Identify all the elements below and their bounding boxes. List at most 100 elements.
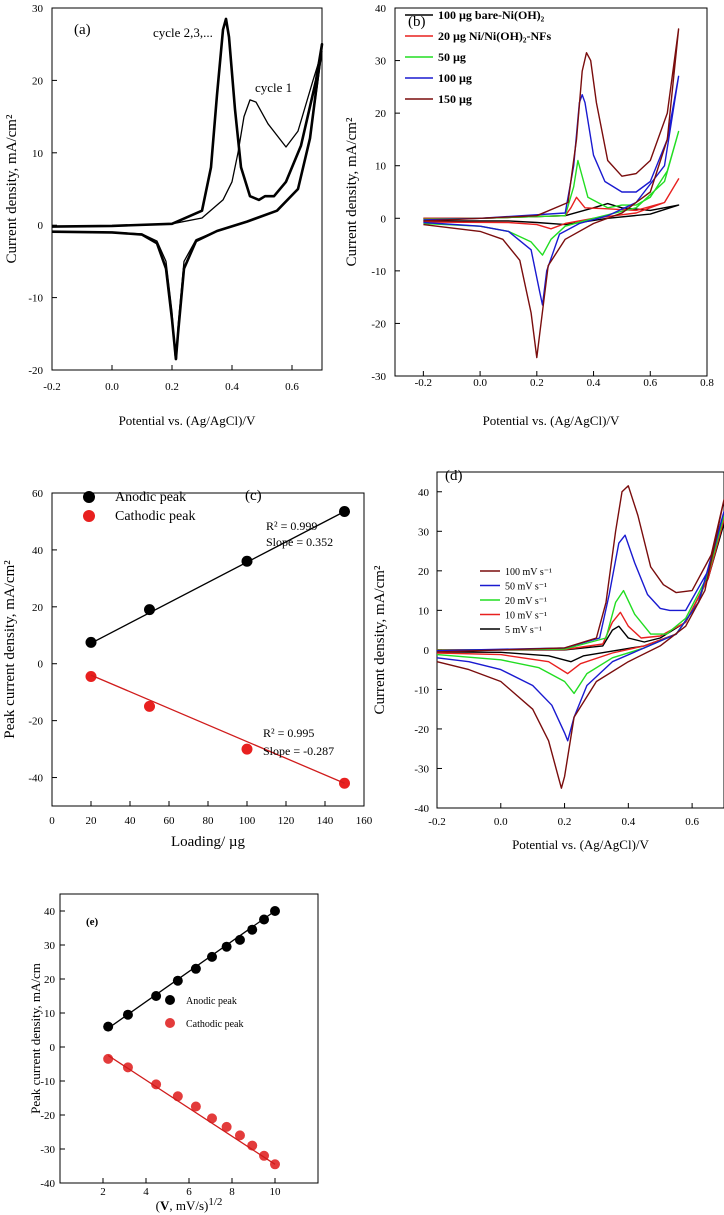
x-tick-label: 0.6 <box>643 377 657 389</box>
x-tick-label: 2 <box>100 1186 106 1198</box>
x-tick-label: -0.2 <box>415 377 432 389</box>
panel-a: -0.2 0.0 0.2 0.4 0.6 -20 -10 0 10 20 30 Potential v… <box>4 3 324 428</box>
legend-label: Cathodic peak <box>115 509 195 524</box>
series-line-3 <box>423 75 680 306</box>
legend-marker <box>83 510 95 522</box>
y-tick-label: 30 <box>418 526 430 538</box>
y-tick-label: 0 <box>381 213 387 225</box>
x-tick-label: 0.4 <box>225 381 239 393</box>
y-tick-label: -30 <box>40 1144 55 1156</box>
data-point <box>247 924 258 935</box>
y-tick-label: 10 <box>375 161 387 173</box>
fit-line-0 <box>90 510 345 644</box>
panel-label: (a) <box>74 22 91 38</box>
panel-label: (c) <box>245 488 262 504</box>
legend-marker <box>165 1018 175 1028</box>
x-tick-label: 10 <box>270 1186 282 1198</box>
y-tick-label: 60 <box>32 488 44 500</box>
series-line-1 <box>51 17 324 361</box>
y-tick-label: -40 <box>40 1178 55 1190</box>
y-tick-label: -10 <box>371 266 386 278</box>
x-tick-label: 0.0 <box>473 377 487 389</box>
panel-d: -0.2 0.0 0.2 0.4 0.6 -40 -30 -20 -10 0 10 20 30 40 Pot… <box>372 468 724 852</box>
data-point <box>241 555 253 567</box>
x-tick-label: 80 <box>203 815 215 827</box>
x-axis-label: (V, mV/s)1/2 <box>156 1196 223 1213</box>
data-point <box>221 1121 232 1132</box>
x-axis-label: Potential vs. (Ag/AgCl)/V <box>483 413 620 428</box>
y-tick-label: 0 <box>38 659 44 671</box>
x-tick-label: 100 <box>239 815 256 827</box>
y-tick-label: 40 <box>418 487 430 499</box>
series-line-1 <box>423 178 680 230</box>
annotation: cycle 1 <box>255 80 292 95</box>
y-axis-label: Current density, mA/cm² <box>4 114 20 263</box>
data-point <box>241 743 253 755</box>
plot-frame <box>394 7 708 377</box>
y-axis-label: Current density, mA/cm² <box>372 565 388 714</box>
data-point <box>85 636 97 648</box>
y-axis-label: Current density, mA/cm² <box>344 117 360 266</box>
x-tick-label: 120 <box>278 815 295 827</box>
x-axis-label: Loading/ µg <box>171 834 246 850</box>
x-tick-label: -0.2 <box>428 816 445 828</box>
y-tick-label: -40 <box>414 803 429 815</box>
x-tick-label: 160 <box>356 815 373 827</box>
x-tick-label: 0.0 <box>105 381 119 393</box>
fit-line-1 <box>90 674 345 784</box>
y-tick-label: 40 <box>32 545 44 557</box>
data-point <box>190 1101 201 1112</box>
data-point <box>172 1091 183 1102</box>
data-point <box>103 1021 114 1032</box>
y-tick-label: -20 <box>28 716 43 728</box>
y-tick-label: 40 <box>44 906 56 918</box>
legend-label: 10 mV s⁻¹ <box>505 611 547 622</box>
y-tick-label: -40 <box>28 773 43 785</box>
data-point <box>234 1130 245 1141</box>
y-tick-label: 20 <box>418 566 430 578</box>
x-tick-label: 0.8 <box>700 377 714 389</box>
y-tick-label: -10 <box>28 293 43 305</box>
legend-label: 100 µg <box>438 71 472 85</box>
x-tick-label: 4 <box>143 1186 149 1198</box>
x-tick-label: 8 <box>229 1186 235 1198</box>
data-point <box>144 700 155 712</box>
data-point <box>207 1113 218 1124</box>
y-tick-label: -20 <box>414 724 429 736</box>
x-tick-label: 0.4 <box>621 816 635 828</box>
y-tick-label: -30 <box>414 763 429 775</box>
series-line-1 <box>436 518 724 675</box>
y-axis-label: Peak current density, mA/cm² <box>2 560 18 739</box>
y-axis-label: Peak current density, mA/cm <box>28 963 43 1114</box>
y-tick-label: -20 <box>371 318 386 330</box>
legend-label: 5 mV s⁻¹ <box>505 625 542 636</box>
x-axis-label: Potential vs. (Ag/AgCl)/V <box>119 413 256 428</box>
legend-label: 50 µg <box>438 50 466 64</box>
x-tick-label: 0.2 <box>530 377 544 389</box>
x-tick-label: 60 <box>164 815 176 827</box>
annotation: R² = 0.999 <box>266 519 317 533</box>
y-tick-label: 30 <box>375 56 387 68</box>
fit-line-1 <box>107 1054 276 1165</box>
legend-label: 100 µg bare-Ni(OH)₂ <box>438 8 545 22</box>
panel-label: (d) <box>445 468 463 484</box>
legend-marker <box>83 491 95 503</box>
y-tick-label: 10 <box>44 1008 56 1020</box>
legend-label: 150 µg <box>438 92 472 106</box>
x-tick-label: 0.2 <box>558 816 572 828</box>
x-tick-label: 0.6 <box>285 381 299 393</box>
legend-label: 100 mV s⁻¹ <box>505 567 552 578</box>
y-tick-label: 0 <box>38 220 44 232</box>
x-tick-label: 0.6 <box>685 816 699 828</box>
series-line-2 <box>436 514 724 695</box>
x-tick-label: 6 <box>186 1186 192 1198</box>
annotation: Slope = -0.287 <box>263 744 334 758</box>
legend-label: Anodic peak <box>115 490 186 505</box>
y-tick-label: 0 <box>424 645 430 657</box>
x-tick-label: -0.2 <box>43 381 60 393</box>
plot-frame <box>51 7 323 371</box>
series-line-4 <box>436 485 724 789</box>
y-tick-label: 20 <box>32 602 44 614</box>
x-tick-label: 140 <box>317 815 334 827</box>
